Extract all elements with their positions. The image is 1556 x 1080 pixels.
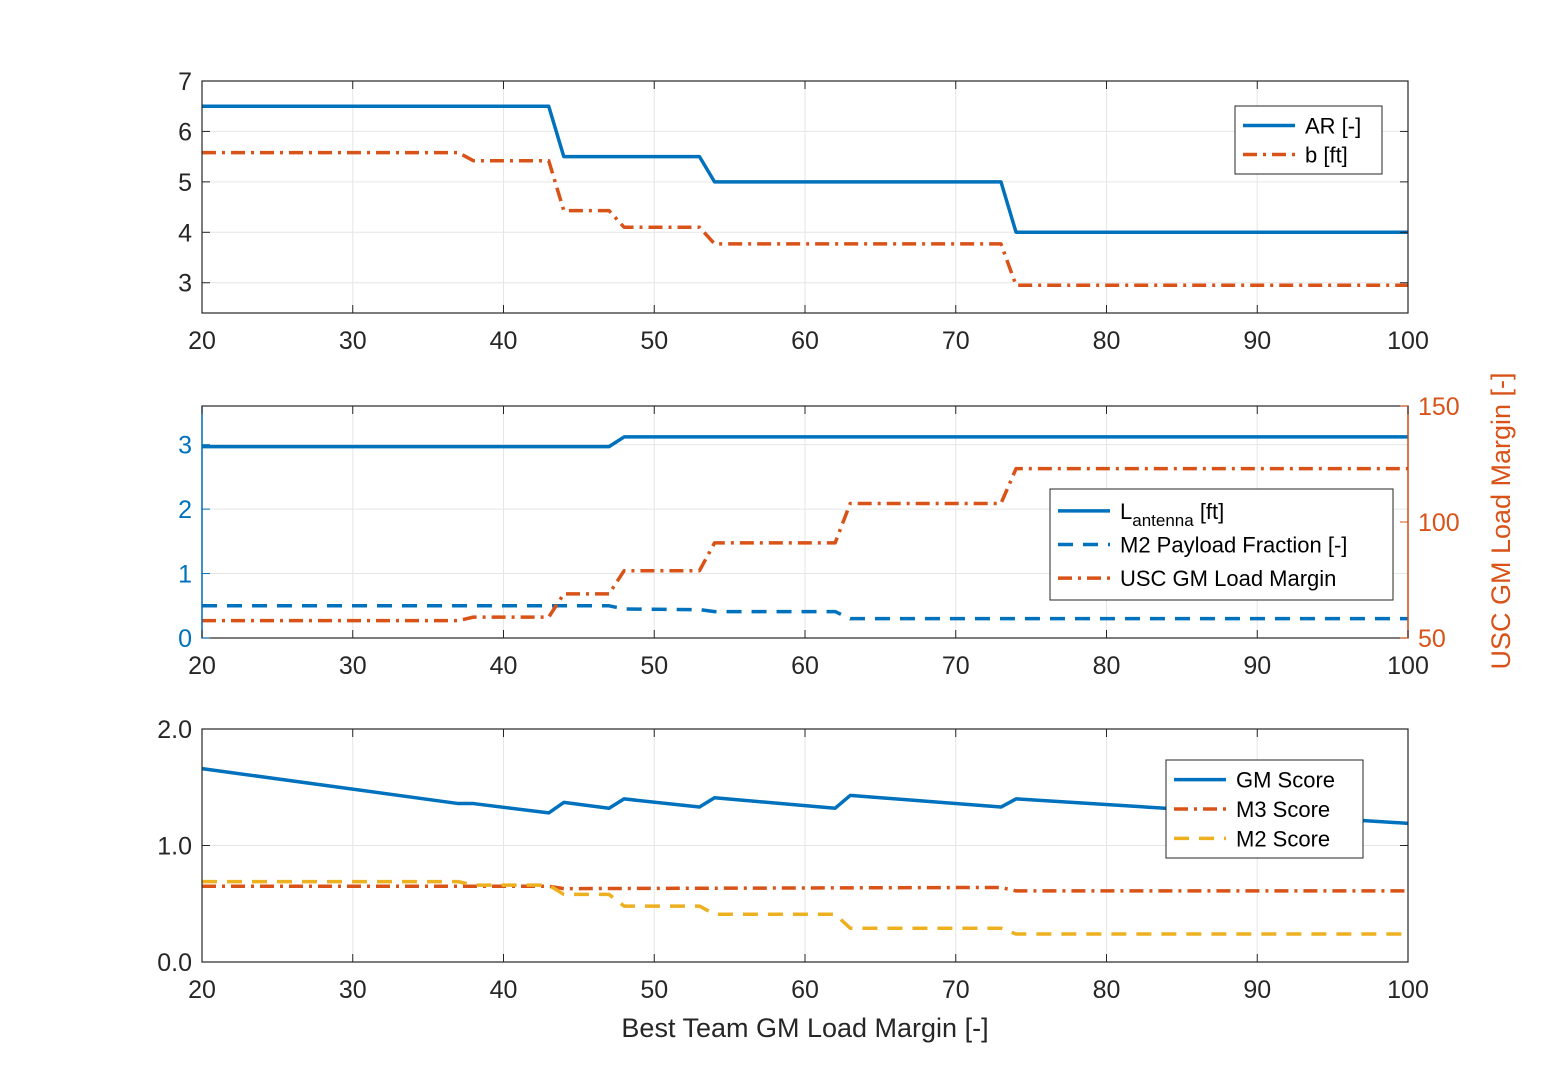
x-tick-label: 90: [1243, 327, 1271, 355]
legend-label-3: M2 Score: [1236, 826, 1330, 851]
x-tick-label: 30: [339, 652, 367, 680]
y-tick-label: 3: [178, 432, 192, 460]
x-axis-label: Best Team GM Load Margin [-]: [621, 1013, 988, 1043]
legend: Lantenna [ft] M2 Payload Fraction [-] USC …: [1049, 488, 1394, 601]
y-tick-label: 5: [178, 169, 192, 197]
y-tick-label: 4: [178, 219, 192, 247]
x-tick-label: 90: [1243, 976, 1271, 1004]
y-tick-label: 3: [178, 270, 192, 298]
x-tick-label: 90: [1243, 652, 1271, 680]
y2-tick-label: 50: [1418, 625, 1446, 653]
x-tick-label: 100: [1387, 976, 1429, 1004]
series-line-1-2: [202, 150, 1408, 288]
y-tick-label: 0: [178, 625, 192, 653]
y-tick-label: 1.0: [157, 833, 192, 861]
y-tick-label: 6: [178, 118, 192, 146]
panel-1: 20 30 40 50 60 70 80 90 100 3 4 5 6 7 AR [-] b [ft]: [178, 68, 1429, 355]
x-tick-label: 100: [1387, 327, 1429, 355]
legend-label-main: L: [1120, 499, 1132, 524]
legend-box: [1165, 759, 1364, 859]
x-tick-label: 60: [791, 976, 819, 1004]
x-tick-label: 30: [339, 976, 367, 1004]
legend-label-2: M2 Payload Fraction [-]: [1120, 533, 1347, 558]
x-tick-label: 80: [1093, 976, 1121, 1004]
series-line-1-1: [202, 104, 1408, 235]
y2-tick-label: 100: [1418, 509, 1460, 537]
x-tick-label: 40: [490, 652, 518, 680]
legend-label-2: M3 Score: [1236, 797, 1330, 822]
legend-label-subscript: antenna: [1132, 511, 1194, 530]
y2-axis-label: USC GM Load Margin [-]: [1486, 372, 1516, 669]
series-line-2-1: [202, 435, 1408, 449]
x-tick-label: 70: [942, 327, 970, 355]
legend-label-suffix: [ft]: [1194, 499, 1225, 524]
series-line-2-2: [202, 604, 1408, 621]
x-tick-label: 50: [640, 327, 668, 355]
y-tick-label: 2.0: [157, 716, 192, 744]
x-tick-label: 30: [339, 327, 367, 355]
y-tick-label: 1: [178, 561, 192, 589]
x-tick-label: 60: [791, 327, 819, 355]
x-tick-label: 50: [640, 652, 668, 680]
x-tick-label: 50: [640, 976, 668, 1004]
legend-label-3: USC GM Load Margin: [1120, 566, 1336, 591]
series-line-3-2: [202, 884, 1408, 893]
panel-3: 20 30 40 50 60 70 80 90 100 0.0 1.0 2.0 Best Team GM…: [157, 716, 1429, 1043]
y-tick-label: 0.0: [157, 949, 192, 977]
x-tick-label: 80: [1093, 327, 1121, 355]
x-tick-label: 60: [791, 652, 819, 680]
x-tick-label: 20: [188, 976, 216, 1004]
legend-box: [1234, 105, 1383, 175]
x-tick-label: 20: [188, 327, 216, 355]
legend-label-2: b [ft]: [1305, 143, 1348, 168]
y-tick-label: 2: [178, 496, 192, 524]
legend-box: [1049, 488, 1394, 601]
legend: GM Score M3 Score M2 Score: [1165, 759, 1364, 859]
series-line-3-1: [201, 766, 1409, 826]
x-tick-label: 70: [942, 976, 970, 1004]
x-tick-label: 40: [490, 327, 518, 355]
x-tick-label: 70: [942, 652, 970, 680]
legend-label-1: GM Score: [1236, 768, 1335, 793]
legend: AR [-] b [ft]: [1234, 105, 1383, 175]
x-tick-label: 80: [1093, 652, 1121, 680]
y-tick-label: 7: [178, 68, 192, 96]
y2-tick-label: 150: [1418, 393, 1460, 421]
series-line-2-3: [202, 466, 1408, 623]
x-tick-label: 40: [490, 976, 518, 1004]
legend-label-1: Lantenna [ft]: [1120, 499, 1224, 530]
x-tick-label: 20: [188, 652, 216, 680]
series-line-3-3: [202, 879, 1408, 936]
legend-label-1: AR [-]: [1305, 114, 1361, 139]
x-tick-label: 100: [1387, 652, 1429, 680]
